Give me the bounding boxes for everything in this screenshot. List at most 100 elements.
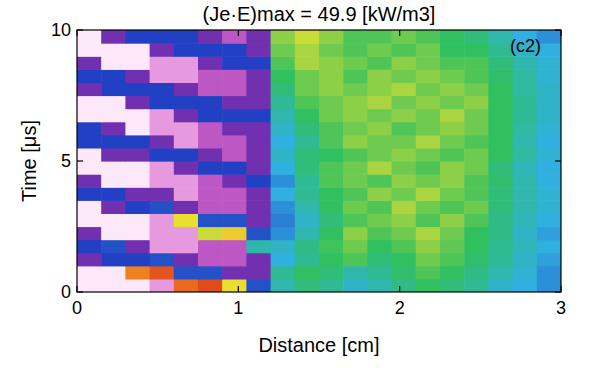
heatmap-cell [392,266,417,280]
heatmap-cell [464,227,489,241]
heatmap-cell [174,161,199,175]
heatmap-cell [198,227,223,241]
heatmap-cell [319,43,344,57]
heatmap-cell [295,227,320,241]
y-tick [77,29,83,30]
heatmap-cell [101,96,126,110]
heatmap-cell [392,109,417,123]
heatmap-cell [222,200,247,214]
heatmap-cell [440,200,465,214]
heatmap-cell [125,30,150,44]
heatmap-cell [150,227,175,241]
heatmap-cell [246,56,271,70]
heatmap-cell [271,82,296,96]
heatmap-cell [174,30,199,44]
heatmap-cell [319,109,344,123]
heatmap-cell [319,30,344,44]
heatmap-cell [246,148,271,162]
heatmap-cell [319,174,344,188]
heatmap-cell [343,43,368,57]
heatmap-cell [392,227,417,241]
heatmap-cell [271,253,296,267]
heatmap-cell [222,279,247,292]
heatmap-cell [77,69,102,83]
heatmap-cell [295,174,320,188]
heatmap-cell [198,187,223,201]
heatmap-cell [150,96,175,110]
heatmap-cell [440,82,465,96]
y-tick-label: 10 [51,20,71,40]
heatmap-cell [246,240,271,254]
heatmap-cell [464,213,489,227]
heatmap-cell [537,56,561,70]
chart: 01230510Distance [cm]Time [μs](Je·E)max … [0,0,590,377]
heatmap-cell [174,174,199,188]
heatmap-cell [392,253,417,267]
heatmap-cell [537,266,561,280]
heatmap-cell [271,174,296,188]
heatmap-cell [77,96,102,110]
heatmap-cell [295,213,320,227]
heatmap-cell [271,122,296,136]
heatmap-cell [295,30,320,44]
x-tick-label: 1 [233,298,243,318]
heatmap-cell [464,96,489,110]
heatmap-cell [246,30,271,44]
heatmap-cell [101,266,126,280]
heatmap-cell [440,109,465,123]
heatmap-cell [537,122,561,136]
y-tick [555,291,561,292]
heatmap-cell [150,200,175,214]
heatmap-cell [416,82,441,96]
heatmap-cell [77,279,102,292]
heatmap-cell [295,135,320,149]
heatmap-cell [392,96,417,110]
heatmap-cell [150,135,175,149]
heatmap-cell [319,266,344,280]
heatmap-cell [198,161,223,175]
heatmap-cell [101,279,126,292]
heatmap-cell [319,82,344,96]
heatmap-cell [537,213,561,227]
heatmap-cell [125,240,150,254]
heatmap-cell [416,213,441,227]
heatmap-cell [343,109,368,123]
heatmap-cell [198,200,223,214]
heatmap-cell [295,200,320,214]
heatmap-cell [367,253,392,267]
heatmap-cell [77,213,102,227]
heatmap-cell [125,135,150,149]
chart-title: (Je·E)max = 49.9 [kW/m3] [203,3,436,25]
heatmap-cell [537,240,561,254]
heatmap-cell [488,187,513,201]
heatmap-cell [464,82,489,96]
heatmap-cell [416,253,441,267]
heatmap-cell [464,109,489,123]
heatmap-cell [271,56,296,70]
heatmap-cell [295,266,320,280]
heatmap-cell [295,96,320,110]
heatmap-cell [488,213,513,227]
panel-label: (c2) [510,36,541,56]
heatmap-cell [174,122,199,136]
heatmap-cell [246,253,271,267]
heatmap-cell [343,161,368,175]
heatmap-cell [343,200,368,214]
heatmap-cell [295,279,320,292]
heatmap-cell [271,266,296,280]
heatmap-cell [271,213,296,227]
heatmap-cell [513,161,538,175]
heatmap-cell [343,69,368,83]
x-axis-title: Distance [cm] [258,334,379,356]
heatmap-cell [392,161,417,175]
heatmap-cell [513,122,538,136]
heatmap-cell [392,279,417,292]
heatmap-cell [198,253,223,267]
heatmap-cell [125,174,150,188]
heatmap-cell [125,69,150,83]
heatmap-cell [416,109,441,123]
heatmap-cell [343,96,368,110]
heatmap-cell [150,187,175,201]
heatmap-cell [198,96,223,110]
heatmap-cell [488,253,513,267]
